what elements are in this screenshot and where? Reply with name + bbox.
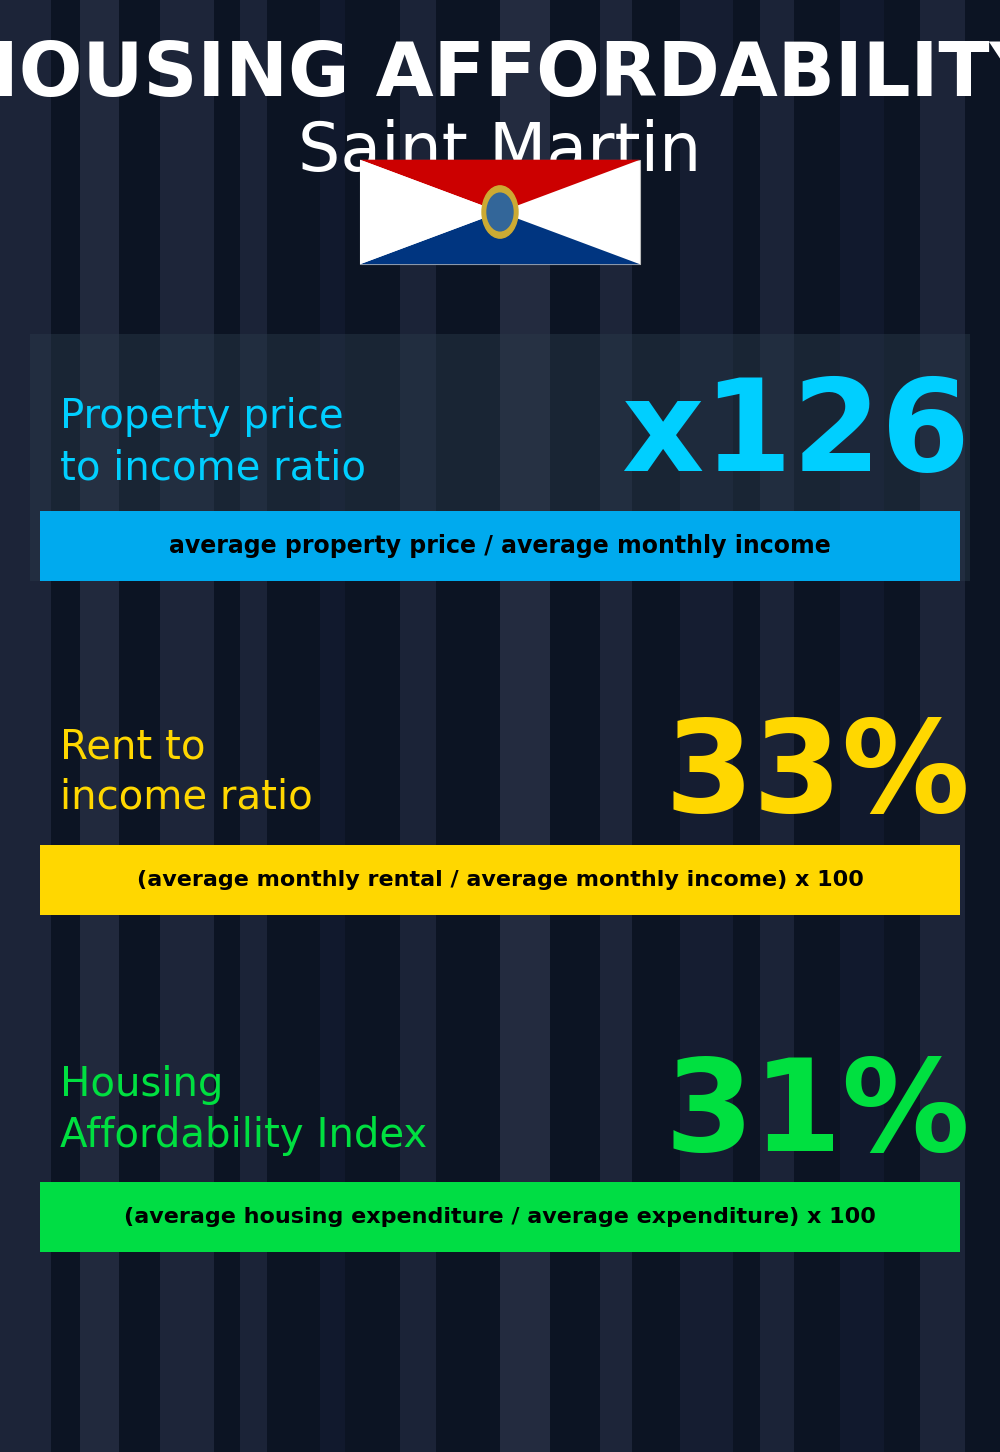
Text: Housing
Affordability Index: Housing Affordability Index (60, 1066, 427, 1156)
Circle shape (487, 193, 513, 231)
Bar (40, 511, 960, 581)
Text: 31%: 31% (664, 1053, 970, 1178)
Polygon shape (360, 160, 640, 212)
Text: Rent to
income ratio: Rent to income ratio (60, 727, 313, 817)
Bar (40, 1182, 960, 1252)
Text: average property price / average monthly income: average property price / average monthly… (169, 534, 831, 558)
Text: 33%: 33% (664, 714, 970, 839)
Polygon shape (360, 212, 640, 264)
Text: HOUSING AFFORDABILITY: HOUSING AFFORDABILITY (0, 39, 1000, 112)
Text: (average monthly rental / average monthly income) x 100: (average monthly rental / average monthl… (137, 870, 863, 890)
Circle shape (482, 186, 518, 238)
Bar (30, 334, 970, 581)
Bar (40, 845, 960, 915)
Text: x126: x126 (621, 373, 970, 498)
Text: Saint Martin: Saint Martin (298, 119, 702, 186)
Bar (360, 160, 640, 264)
Text: (average housing expenditure / average expenditure) x 100: (average housing expenditure / average e… (124, 1207, 876, 1227)
Text: Property price
to income ratio: Property price to income ratio (60, 398, 366, 488)
Polygon shape (360, 160, 500, 264)
